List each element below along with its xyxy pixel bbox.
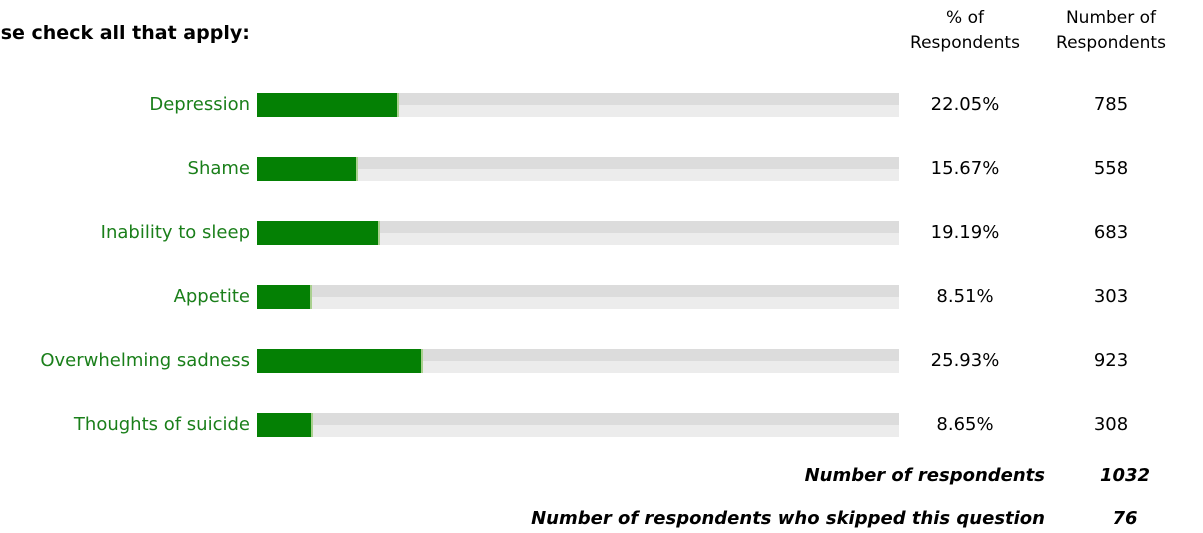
bar-category-label: Inability to sleep (100, 222, 250, 243)
summary-label: Number of respondents (804, 465, 1045, 486)
count-header-line1: Number of (1065, 8, 1157, 28)
count-column-header: Number of Respondents (1044, 6, 1178, 56)
bar-percent-label: 15.67% (930, 158, 1000, 179)
bar-category-label: Depression (149, 94, 250, 115)
pct-header-line2: Respondents (910, 33, 1020, 53)
bar-fill (257, 413, 313, 437)
bar-count-label: 923 (1093, 350, 1129, 371)
bar-count-label: 785 (1093, 94, 1129, 115)
bar-count-label: 683 (1093, 222, 1129, 243)
survey-question: ease check all that apply: (0, 22, 250, 44)
bar-track (257, 157, 899, 181)
bar-percent-label: 22.05% (930, 94, 1000, 115)
chart-row: Shame 15.67% 558 (0, 157, 1203, 181)
bar-percent-label: 8.51% (936, 286, 994, 307)
chart-row: Overwhelming sadness 25.93% 923 (0, 349, 1203, 373)
bar-category-label: Appetite (173, 286, 250, 307)
bar-fill (257, 285, 312, 309)
summary-row-respondents: Number of respondents 1032 (0, 463, 1203, 489)
summary-value: 1032 (1099, 465, 1151, 486)
bar-category-label: Shame (187, 158, 250, 179)
bar-category-label: Overwhelming sadness (40, 350, 250, 371)
bar-track (257, 413, 899, 437)
bar-track (257, 221, 899, 245)
chart-row: Thoughts of suicide 8.65% 308 (0, 413, 1203, 437)
chart-row: Inability to sleep 19.19% 683 (0, 221, 1203, 245)
bar-fill (257, 349, 423, 373)
chart-row: Depression 22.05% 785 (0, 93, 1203, 117)
count-header-line2: Respondents (1056, 33, 1166, 53)
bar-count-label: 558 (1093, 158, 1129, 179)
bar-fill (257, 157, 358, 181)
bar-fill (257, 93, 399, 117)
chart-row: Appetite 8.51% 303 (0, 285, 1203, 309)
pct-column-header: % of Respondents (900, 6, 1030, 56)
bar-percent-label: 25.93% (930, 350, 1000, 371)
pct-header-line1: % of (946, 8, 984, 28)
bar-percent-label: 8.65% (936, 414, 994, 435)
bar-fill (257, 221, 380, 245)
bar-count-label: 308 (1093, 414, 1129, 435)
bar-track (257, 285, 899, 309)
summary-row-skipped: Number of respondents who skipped this q… (0, 506, 1203, 532)
summary-label: Number of respondents who skipped this q… (531, 508, 1045, 529)
bar-count-label: 303 (1093, 286, 1129, 307)
bar-track (257, 93, 899, 117)
bar-category-label: Thoughts of suicide (73, 414, 250, 435)
bar-track (257, 349, 899, 373)
summary-value: 76 (1112, 508, 1138, 529)
bar-percent-label: 19.19% (930, 222, 1000, 243)
